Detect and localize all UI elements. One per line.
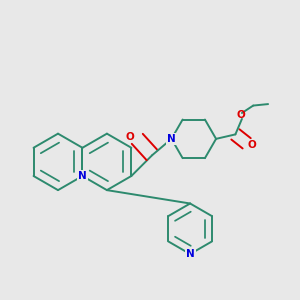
Text: N: N [78, 171, 87, 181]
Text: O: O [248, 140, 256, 149]
Text: N: N [186, 249, 194, 259]
Text: N: N [167, 134, 176, 144]
Text: O: O [125, 132, 134, 142]
Text: N: N [167, 134, 176, 144]
Text: O: O [237, 110, 245, 120]
